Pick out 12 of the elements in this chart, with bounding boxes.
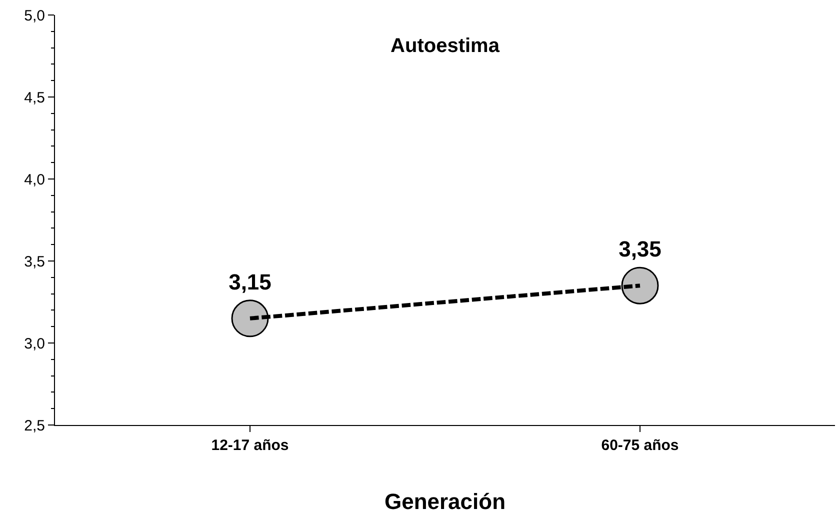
y-tick-label: 3,5 bbox=[24, 253, 45, 270]
y-tick-label: 4,0 bbox=[24, 171, 45, 188]
x-tick-label: 60-75 años bbox=[601, 437, 679, 454]
x-tick-label: 12-17 años bbox=[211, 437, 289, 454]
y-tick-label: 2,5 bbox=[24, 417, 45, 434]
x-axis-title: Generación bbox=[384, 488, 506, 514]
y-tick-label: 4,5 bbox=[24, 89, 45, 106]
y-tick-label: 3,0 bbox=[24, 335, 45, 352]
text: Autoestima bbox=[390, 35, 500, 57]
data-label: 3,15 bbox=[228, 269, 272, 294]
y-tick-label: 5,0 bbox=[24, 7, 45, 24]
data-label: 3,35 bbox=[618, 236, 662, 262]
